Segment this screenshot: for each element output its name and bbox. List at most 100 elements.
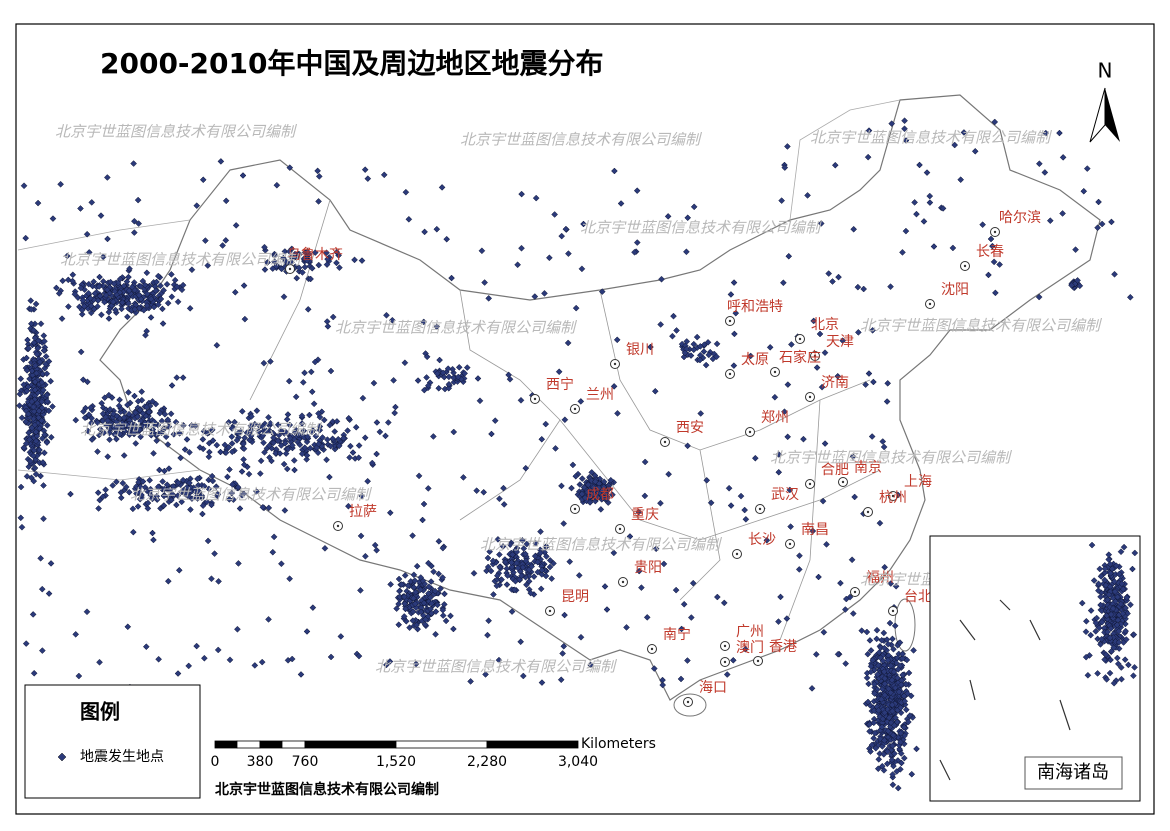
earthquake-point [43,370,51,378]
earthquake-point [816,330,824,338]
earthquake-point [152,287,160,295]
earthquake-point [115,402,123,410]
earthquake-point [183,483,191,491]
earthquake-point [147,485,154,493]
earthquake-point [79,297,87,304]
earthquake-point [660,560,668,568]
earthquake-point [57,180,64,188]
earthquake-point [887,580,895,587]
earthquake-point [130,229,138,236]
earthquake-point [424,382,432,389]
earthquake-point [97,212,105,220]
earthquake-point [493,582,501,590]
earthquake-point [647,343,654,351]
earthquake-point [42,360,50,368]
earthquake-point [149,426,157,433]
earthquake-point [1111,270,1118,278]
earthquake-point [609,491,616,499]
scale-label: 760 [292,754,319,770]
watermark: 北京宇世蓝图信息技术有限公司编制 [80,421,323,439]
earthquake-point [103,286,111,294]
earthquake-point [1059,154,1067,161]
scale-segment [236,740,261,749]
earthquake-point [106,436,113,444]
earthquake-point [1059,210,1066,217]
earthquake-point [690,203,698,211]
earthquake-point [315,173,323,180]
earthquake-point [865,127,873,134]
earthquake-point [390,376,397,384]
earthquake-point [525,578,533,585]
earthquake-point [34,199,42,207]
earthquake-point [261,448,268,456]
earthquake-point [895,688,903,696]
earthquake-point [259,503,267,511]
earthquake-point [409,532,416,540]
earthquake-point [996,261,1003,268]
earthquake-point [303,452,311,459]
earthquake-point [519,537,526,544]
city-label: 银川 [626,342,654,358]
earthquake-point [435,570,443,578]
earthquake-point [894,674,901,682]
earthquake-point [200,482,208,490]
earthquake-point [433,323,441,331]
earthquake-point [141,281,149,289]
earthquake-point [282,428,290,436]
earthquake-point [420,500,428,508]
earthquake-point [18,523,26,531]
earthquake-point [707,499,715,507]
earthquake-point [409,608,417,616]
earthquake-point [132,440,140,447]
earthquake-point [531,552,539,560]
earthquake-point [258,658,266,666]
earthquake-point [47,377,54,385]
earthquake-point [306,444,314,452]
earthquake-point [168,271,175,278]
earthquake-point [103,174,111,181]
earthquake-point [913,210,920,218]
earthquake-point [41,431,48,439]
earthquake-point [240,440,247,448]
earthquake-point [373,546,380,554]
earthquake-point [308,264,316,272]
earthquake-point [36,358,44,366]
earthquake-point [16,402,23,410]
earthquake-point [1095,198,1102,206]
earthquake-point [160,492,168,500]
earthquake-point [881,563,888,571]
earthquake-point [187,506,194,513]
earthquake-point [560,642,568,650]
earthquake-point [380,171,388,179]
earthquake-point [166,486,174,493]
earthquake-point [247,432,255,440]
earthquake-point [152,400,160,408]
earthquake-point [496,551,503,558]
earthquake-point [470,569,478,577]
city-marker-dot [808,482,812,486]
earthquake-point [99,417,107,425]
earthquake-point [174,492,182,499]
earthquake-point [238,468,246,475]
earthquake-point [901,117,908,125]
earthquake-point [346,454,353,461]
earthquake-point [238,408,246,415]
earthquake-point [321,544,329,552]
earthquake-point [135,291,143,299]
earthquake-point [43,397,51,405]
earthquake-point [149,495,156,503]
earthquake-point [361,434,369,442]
earthquake-point [178,498,186,506]
earthquake-point [167,410,175,418]
earthquake-point [863,674,871,682]
earthquake-point [173,283,181,291]
earthquake-point [613,336,621,344]
earthquake-point [69,277,76,285]
earthquake-point [134,413,141,421]
earthquake-point [901,125,908,133]
earthquake-point [395,621,403,629]
earthquake-point [177,454,184,462]
earthquake-point [65,303,72,310]
earthquake-point [87,294,94,302]
earthquake-point [261,243,268,251]
